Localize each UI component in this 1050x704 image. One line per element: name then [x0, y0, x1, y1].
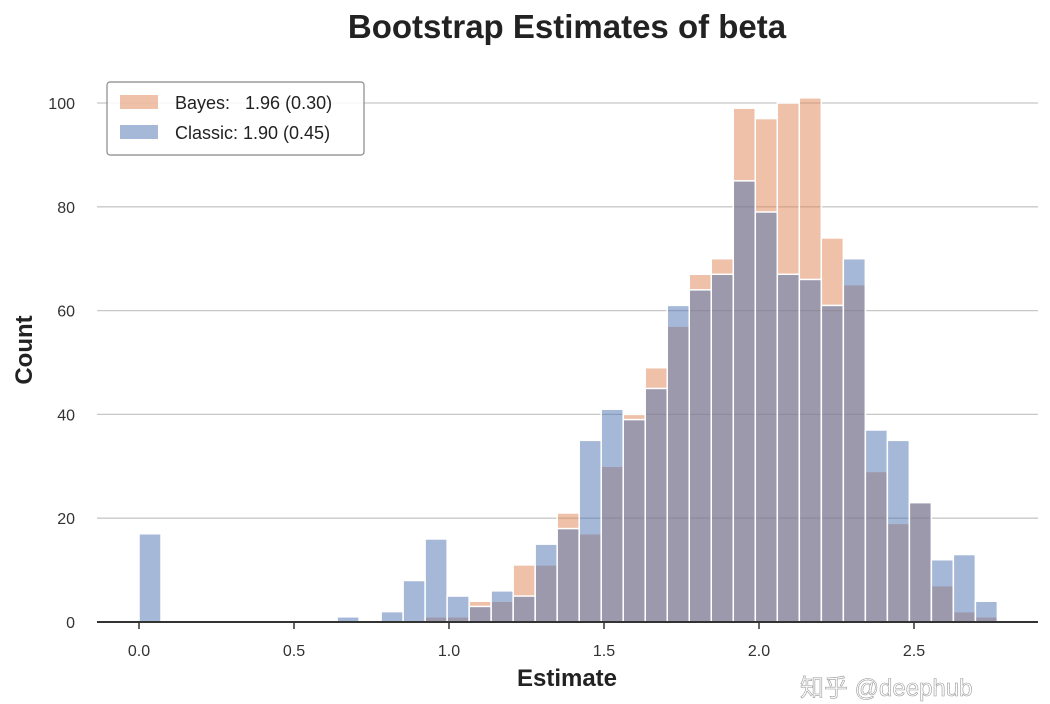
bar-classic	[534, 543, 558, 623]
y-tick-label: 60	[57, 304, 75, 321]
y-tick-label: 40	[57, 407, 75, 424]
x-tick-label: 1.5	[593, 643, 615, 660]
bar-classic	[138, 533, 162, 623]
bar-classic	[820, 304, 845, 623]
bar-classic	[732, 180, 757, 623]
bar-classic	[578, 439, 602, 623]
bar-classic	[930, 558, 955, 623]
legend-label-bayes: Bayes: 1.96 (0.30)	[175, 93, 332, 113]
x-tick-label: 0.5	[283, 643, 305, 660]
bar-classic	[842, 257, 867, 623]
bar-classic	[688, 289, 713, 623]
bar-classic	[490, 590, 514, 623]
bar-classic	[446, 595, 470, 623]
x-tick-label: 2.5	[903, 643, 925, 660]
bar-classic	[622, 418, 646, 623]
bar-classic	[886, 439, 911, 623]
y-tick-label: 0	[66, 615, 75, 632]
x-axis-label: Estimate	[517, 665, 617, 692]
x-tick-label: 2.0	[748, 643, 770, 660]
bar-classic	[974, 600, 999, 623]
bar-classic	[556, 527, 580, 623]
bar-classic	[710, 273, 735, 623]
legend-swatch-bayes	[120, 95, 158, 109]
y-tick-label: 100	[48, 96, 75, 113]
legend-swatch-classic	[120, 125, 158, 139]
y-tick-label: 80	[57, 200, 75, 217]
legend-box	[106, 81, 365, 156]
bar-classic	[754, 211, 779, 623]
bar-classic	[424, 538, 448, 623]
watermark: 知乎 @deephub	[800, 675, 972, 702]
bar-classic	[776, 273, 801, 623]
y-axis-label: Count	[11, 315, 38, 384]
bar-classic	[380, 610, 404, 623]
x-tick-label: 0.0	[128, 643, 150, 660]
y-tick-label: 20	[57, 511, 75, 528]
chart-title: Bootstrap Estimates of beta	[348, 8, 787, 45]
bar-classic	[666, 304, 690, 623]
bar-classic	[468, 605, 492, 623]
bar-classic	[952, 553, 977, 623]
bar-classic	[798, 278, 823, 623]
x-tick-label: 1.0	[438, 643, 460, 660]
bar-classic	[402, 579, 426, 623]
bar-classic	[908, 501, 933, 623]
legend: Bayes: 1.96 (0.30) Classic: 1.90 (0.45)	[106, 81, 365, 156]
bar-classic	[644, 387, 668, 623]
bar-classic	[600, 408, 624, 623]
bar-classic	[864, 429, 889, 623]
legend-label-classic: Classic: 1.90 (0.45)	[175, 123, 330, 143]
bar-classic	[512, 595, 536, 623]
